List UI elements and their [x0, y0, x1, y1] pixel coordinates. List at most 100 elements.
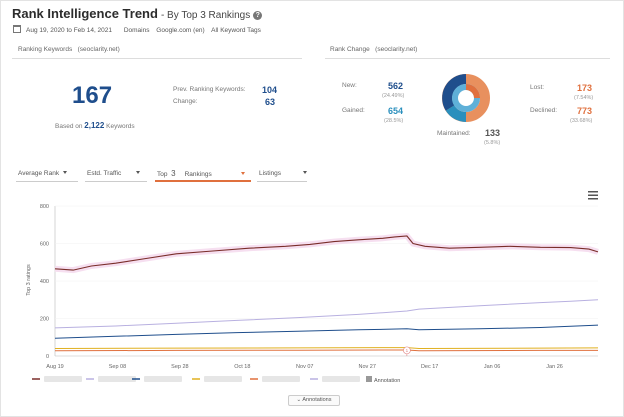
chevron-down-icon: [240, 172, 245, 175]
annotations-button-label: Annotations: [302, 397, 332, 403]
x-tick-label: Jan 06: [484, 364, 501, 370]
new-value: 562: [388, 81, 404, 91]
y-tick-label: 200: [40, 317, 49, 323]
legend-annotation-label: Annotation: [374, 378, 400, 384]
calendar-icon: [13, 25, 21, 33]
donut-hole: [462, 94, 470, 102]
annotations-button[interactable]: ⌄ Annotations: [288, 395, 340, 406]
x-tick-label: Nov 27: [359, 364, 376, 370]
new-pct: (24.49%): [382, 93, 405, 99]
y-tick-label: 800: [40, 204, 49, 210]
listings-dropdown[interactable]: Listings: [259, 170, 307, 177]
average-rank-dropdown[interactable]: Average Rank: [18, 170, 67, 177]
y-tick-label: 400: [40, 279, 49, 285]
declined-value: 773: [577, 106, 593, 116]
lost-label: Lost:: [530, 84, 545, 91]
dropdown-underline: [16, 181, 78, 182]
prev-label: Prev. Ranking Keywords:: [173, 86, 246, 93]
legend-label-redacted: [204, 376, 242, 382]
top-label: Top: [157, 171, 168, 178]
change-label: Change:: [173, 98, 198, 105]
legend-label-redacted: [262, 376, 300, 382]
section-title: Ranking Keywords: [18, 46, 73, 53]
maintained-label: Maintained:: [437, 130, 471, 137]
trend-chart: 800 600 400 200 0 Aug 19 Sep 08 Sep 28 Oct 18 No…: [26, 191, 599, 384]
legend-annotation-swatch: [366, 376, 372, 382]
series-line: [54, 324, 599, 339]
chevron-down-icon: [135, 171, 140, 174]
ranking-keywords-heading: Ranking Keywords (seoclarity.net): [18, 46, 120, 53]
new-label: New:: [342, 82, 357, 89]
legend-label-redacted: [44, 376, 82, 382]
legend-label-redacted: [322, 376, 360, 382]
hamburger-menu-icon[interactable]: [588, 191, 598, 200]
gained-pct: (28.5%): [384, 118, 404, 124]
dropdown-label: Estd. Traffic: [87, 170, 122, 177]
top-value-input[interactable]: 3: [171, 169, 176, 178]
page-title: Rank Intelligence Trend - By Top 3 Rankin…: [12, 6, 263, 21]
x-tick-label: Aug 19: [46, 364, 63, 370]
x-tick-label: Jan 26: [546, 364, 563, 370]
legend-label-redacted: [144, 376, 182, 382]
y-tick-label: 0: [46, 354, 49, 360]
x-tick-label: Dec 17: [421, 364, 438, 370]
dropdown-underline: [257, 181, 307, 182]
series-band: [54, 232, 599, 274]
legend-label-redacted: [98, 376, 136, 382]
rank-change-donut: [442, 74, 490, 122]
maintained-pct: (5.8%): [484, 140, 501, 146]
new-slice: [442, 74, 467, 111]
help-icon[interactable]: ?: [253, 11, 263, 20]
series-line: [54, 349, 598, 352]
dropdown-label: Average Rank: [18, 170, 60, 177]
x-tick-label: Oct 18: [234, 364, 250, 370]
declined-pct: (33.68%): [570, 118, 593, 124]
x-tick-label: Nov 07: [296, 364, 313, 370]
section-site: (seoclarity.net): [375, 46, 418, 53]
section-title: Rank Change: [330, 46, 370, 53]
rank-change-heading: Rank Change (seoclarity.net): [330, 46, 417, 53]
estd-traffic-dropdown[interactable]: Estd. Traffic: [87, 170, 140, 177]
based-on-prefix: Based on: [55, 123, 83, 130]
prev-value: 104: [262, 85, 278, 95]
tags-filter[interactable]: All Keyword Tags: [211, 27, 261, 34]
annotation-marker-label: 1: [406, 348, 409, 353]
lost-slice: [465, 84, 480, 99]
y-tick-label: 600: [40, 242, 49, 248]
report-meta: Aug 19, 2020 to Feb 14, 2021 Domains Goo…: [13, 25, 266, 34]
title-text: Rank Intelligence Trend: [12, 6, 158, 21]
divider: [325, 58, 610, 59]
x-tick-label: Sep 08: [109, 364, 126, 370]
x-tick-label: Sep 28: [171, 364, 188, 370]
ranking-keywords-total: 167: [72, 82, 113, 109]
y-axis-label: Top 3 ratings: [26, 264, 32, 296]
active-underline: [155, 180, 251, 182]
gained-slice: [445, 105, 467, 122]
gained-value: 654: [388, 106, 404, 116]
gained-label: Gained:: [342, 107, 365, 114]
declined-label: Declined:: [530, 107, 558, 114]
section-site: (seoclarity.net): [77, 46, 120, 53]
chevron-down-icon: [62, 171, 67, 174]
top-rankings-selector[interactable]: Top 3 Rankings: [157, 169, 245, 178]
annotation-marker[interactable]: [403, 346, 411, 355]
subtitle-text: - By Top 3 Rankings: [160, 10, 251, 21]
domains-filter[interactable]: Domains: [123, 27, 150, 34]
based-on-text: Based on 2,122 Keywords: [55, 121, 135, 130]
based-on-suffix: Keywords: [106, 123, 135, 130]
series-line: [54, 299, 599, 329]
rankings-label: Rankings: [184, 171, 212, 178]
dropdown-underline: [85, 181, 147, 182]
lost-value: 173: [577, 83, 593, 93]
maintained-value: 133: [485, 128, 501, 138]
date-range[interactable]: Aug 19, 2020 to Feb 14, 2021: [26, 27, 113, 34]
change-value: 63: [265, 97, 276, 107]
dropdown-label: Listings: [259, 170, 282, 177]
divider: [12, 58, 302, 59]
engine-filter[interactable]: Google.com (en): [156, 27, 205, 34]
based-on-count: 2,122: [84, 121, 105, 130]
series-line: [54, 235, 599, 271]
lost-pct: (7.54%): [574, 95, 594, 101]
series-line: [54, 347, 599, 350]
chevron-down-icon: [302, 171, 307, 174]
